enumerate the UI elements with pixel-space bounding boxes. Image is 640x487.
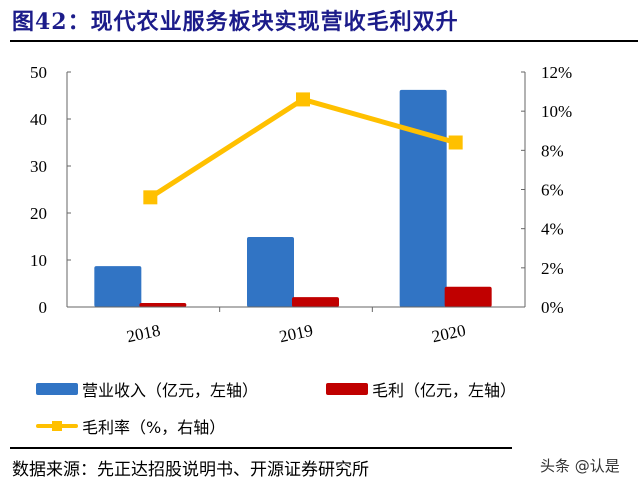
watermark: 头条 @认是 bbox=[540, 457, 620, 475]
left-axis-tick-label: 30 bbox=[30, 157, 47, 176]
right-axis-tick-label: 4% bbox=[541, 220, 564, 239]
x-axis-tick-label: 2018 bbox=[125, 321, 162, 347]
left-axis-tick-label: 20 bbox=[30, 204, 47, 223]
bar-gross-profit bbox=[292, 297, 339, 307]
bar-revenue bbox=[94, 266, 142, 307]
x-axis-tick-label: 2020 bbox=[430, 321, 467, 347]
bar-gross-profit bbox=[444, 286, 492, 307]
title-divider bbox=[10, 40, 638, 42]
legend-swatch-margin bbox=[36, 420, 78, 432]
chart: 0 10 20 30 40 50 0% 2% 4% 6% 8% 10% 12% 2018 2019 2020 bbox=[30, 63, 572, 347]
legend-swatch-revenue bbox=[36, 383, 78, 395]
legend-item-gross-profit: 毛利（亿元，左轴） bbox=[326, 377, 516, 401]
legend-label-gross-profit: 毛利（亿元，左轴 bbox=[372, 381, 501, 400]
legend-label-margin: 毛利率（%，右轴 bbox=[82, 418, 210, 437]
source-divider bbox=[10, 447, 512, 449]
source-note: 数据来源：先正达招股说明书、开源证券研究所 bbox=[12, 460, 369, 480]
bar-revenue bbox=[399, 89, 447, 307]
legend-item-revenue: 营业收入（亿元，左轴） bbox=[36, 377, 258, 401]
right-axis-tick-label: 2% bbox=[541, 259, 564, 278]
legend-swatch-gross-profit bbox=[326, 383, 368, 395]
legend-suffix: ） bbox=[209, 418, 226, 437]
margin-marker bbox=[143, 190, 158, 205]
bar-gross-profit bbox=[139, 303, 187, 307]
right-axis-tick-label: 10% bbox=[541, 102, 572, 121]
left-axis-tick-label: 40 bbox=[30, 110, 47, 129]
legend-item-margin: 毛利率（%，右轴） bbox=[36, 414, 225, 438]
margin-marker bbox=[296, 92, 310, 107]
right-axis-tick-label: 6% bbox=[541, 181, 564, 200]
legend-suffix: ） bbox=[500, 381, 517, 400]
margin-marker bbox=[448, 135, 463, 150]
left-axis-tick-label: 50 bbox=[30, 63, 47, 82]
left-axis-tick-label: 0 bbox=[39, 298, 48, 317]
x-axis-tick-label: 2019 bbox=[278, 321, 315, 347]
chart-title: 图42：现代农业服务板块实现营收毛利双升 bbox=[12, 9, 459, 35]
right-axis-tick-label: 0% bbox=[541, 298, 564, 317]
left-axis-tick-label: 10 bbox=[30, 251, 47, 270]
right-axis-tick-label: 12% bbox=[541, 63, 572, 82]
right-axis-tick-label: 8% bbox=[541, 141, 564, 160]
bar-revenue bbox=[247, 236, 294, 307]
legend-label-revenue: 营业收入（亿元，左轴 bbox=[82, 381, 243, 400]
legend-suffix: ） bbox=[242, 381, 259, 400]
